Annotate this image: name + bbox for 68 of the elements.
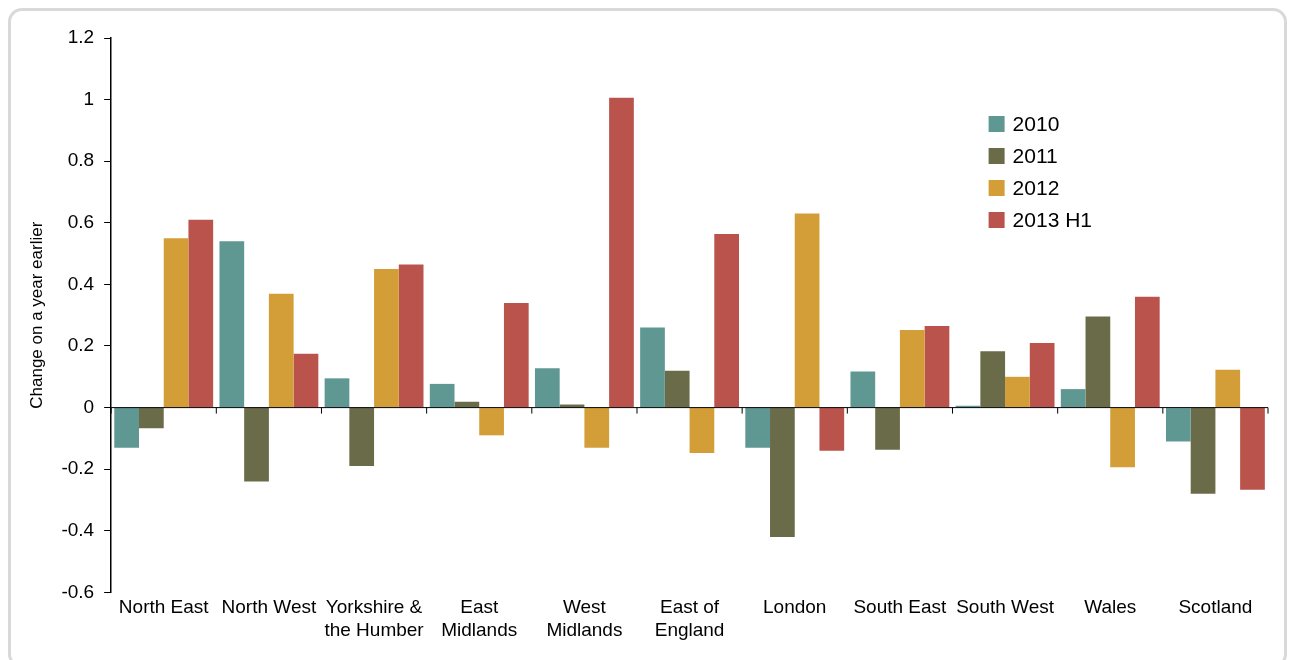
x-tick-label: London xyxy=(763,596,827,618)
y-tick-label: -0.2 xyxy=(61,457,95,479)
bar xyxy=(1165,408,1191,442)
y-tick-label: 0.2 xyxy=(67,334,95,356)
legend-label: 2010 xyxy=(1012,111,1060,135)
bar xyxy=(714,233,739,408)
bar xyxy=(770,408,795,537)
x-tick-label: Yorkshire & the Humber xyxy=(324,596,425,640)
bar xyxy=(293,353,319,408)
bar xyxy=(899,329,925,408)
bar xyxy=(534,368,560,408)
bar xyxy=(1134,296,1160,408)
bar xyxy=(745,408,771,448)
y-tick-label: 1 xyxy=(83,87,95,109)
bar xyxy=(163,238,189,408)
legend-label: 2013 H1 xyxy=(1012,207,1093,231)
y-tick-label: 0.8 xyxy=(67,149,95,171)
bar xyxy=(1190,408,1216,494)
bar xyxy=(689,408,715,453)
y-tick-label: 0.4 xyxy=(67,272,95,294)
bar xyxy=(1110,408,1135,468)
bar xyxy=(454,401,480,408)
bar xyxy=(1215,369,1241,408)
bar xyxy=(850,371,876,408)
bar xyxy=(794,213,820,408)
bar xyxy=(819,408,845,451)
bar xyxy=(188,219,214,408)
bar xyxy=(980,351,1006,408)
bar xyxy=(114,408,140,448)
x-tick-label: North West xyxy=(221,596,317,618)
y-tick-label: 1.2 xyxy=(67,26,95,48)
bar xyxy=(398,264,424,408)
bar xyxy=(664,370,690,408)
y-tick-label: 0.6 xyxy=(67,211,95,233)
bar xyxy=(640,327,665,408)
bar xyxy=(139,408,164,429)
bar xyxy=(609,97,634,408)
y-axis-title: Change on a year earlier xyxy=(26,221,46,409)
bar xyxy=(1240,408,1265,490)
y-tick-label: -0.6 xyxy=(61,580,95,602)
bar xyxy=(503,302,529,408)
bar xyxy=(374,269,399,408)
x-tick-label: North East xyxy=(118,596,210,618)
bar xyxy=(1005,376,1030,408)
x-tick-label: Wales xyxy=(1084,596,1137,618)
x-tick-label: South East xyxy=(853,596,948,618)
bar xyxy=(219,241,245,408)
x-tick-label: Scotland xyxy=(1178,596,1253,618)
bar xyxy=(875,408,900,450)
bar xyxy=(244,408,269,482)
bar xyxy=(268,293,294,408)
x-tick-label: East Midlands xyxy=(441,596,518,640)
legend-label: 2012 xyxy=(1012,175,1060,199)
bar xyxy=(1060,389,1086,408)
bar xyxy=(1029,342,1055,408)
bar xyxy=(924,325,950,408)
legend-label: 2011 xyxy=(1012,143,1058,167)
bar xyxy=(1085,316,1111,408)
y-tick-label: 0 xyxy=(83,395,95,417)
x-tick-label: East of England xyxy=(654,596,725,640)
bar xyxy=(584,408,610,448)
bar xyxy=(349,408,375,467)
y-tick-label: -0.4 xyxy=(61,519,95,541)
bar xyxy=(324,378,350,408)
x-tick-label: South West xyxy=(956,596,1055,618)
bar xyxy=(479,408,504,436)
x-tick-label: West Midlands xyxy=(546,596,623,640)
bar xyxy=(429,383,455,408)
